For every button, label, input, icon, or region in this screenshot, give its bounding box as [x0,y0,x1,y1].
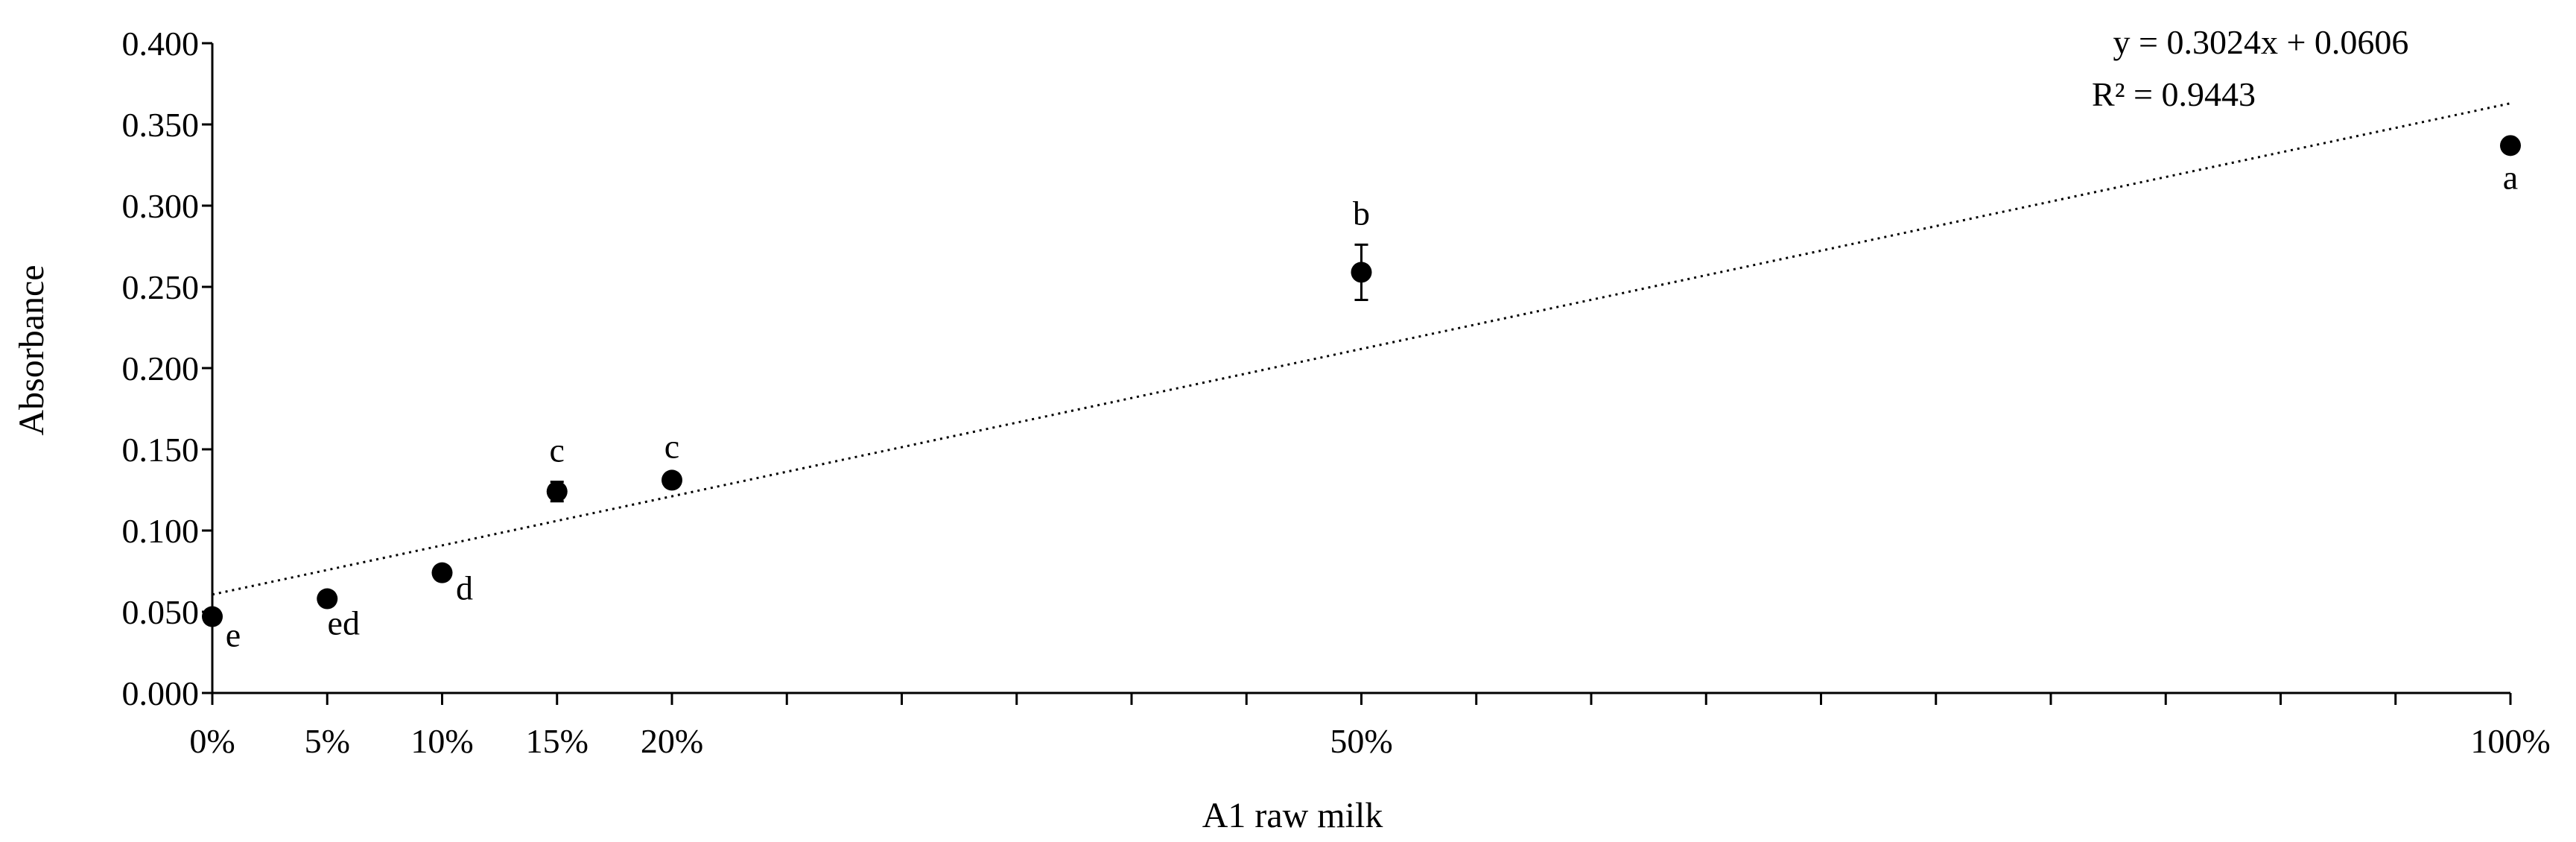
y-tick-label: 0.250 [122,268,200,306]
x-tick-label: 20% [641,722,703,760]
data-point [662,469,682,491]
x-tick-label: 100% [2470,722,2550,760]
trendline [212,102,2511,596]
y-tick-label: 0.050 [122,593,200,631]
x-tick-label: 5% [305,722,350,760]
x-tick-label: 0% [189,722,235,760]
x-tick-label: 50% [1330,722,1392,760]
significance-letter: e [226,616,241,654]
y-tick-label: 0.300 [122,187,200,225]
significance-letter: c [664,427,679,465]
y-tick-label: 0.150 [122,431,200,469]
x-tick-label: 10% [410,722,473,760]
y-tick-label: 0.400 [122,25,200,63]
data-point [546,481,568,502]
axes: 0.000 0.050 0.100 0.150 0.200 0.250 0.300 0.350… [122,25,2551,760]
data-points: e ed d c c b a [202,135,2521,654]
significance-letter: b [1353,194,1370,232]
data-point [431,562,453,583]
trendline-r2: R² = 0.9443 [2092,75,2256,113]
x-axis-title: A1 raw milk [1202,796,1383,835]
significance-letter: a [2503,158,2518,196]
data-point [1351,262,1372,283]
significance-letter: d [456,569,473,607]
data-point [317,588,338,610]
y-tick-label: 0.350 [122,106,200,144]
data-point [2500,135,2521,156]
significance-letter: ed [328,604,360,642]
y-axis-title: Absorbance [12,265,51,435]
trendline-group [212,102,2511,596]
y-tick-label: 0.100 [122,512,200,550]
x-tick-label: 15% [526,722,589,760]
significance-letter: c [550,431,565,469]
y-tick-label: 0.200 [122,349,200,387]
data-point [202,606,223,627]
trendline-equation: y = 0.3024x + 0.0606 [2113,23,2409,61]
y-tick-label: 0.000 [122,674,200,712]
